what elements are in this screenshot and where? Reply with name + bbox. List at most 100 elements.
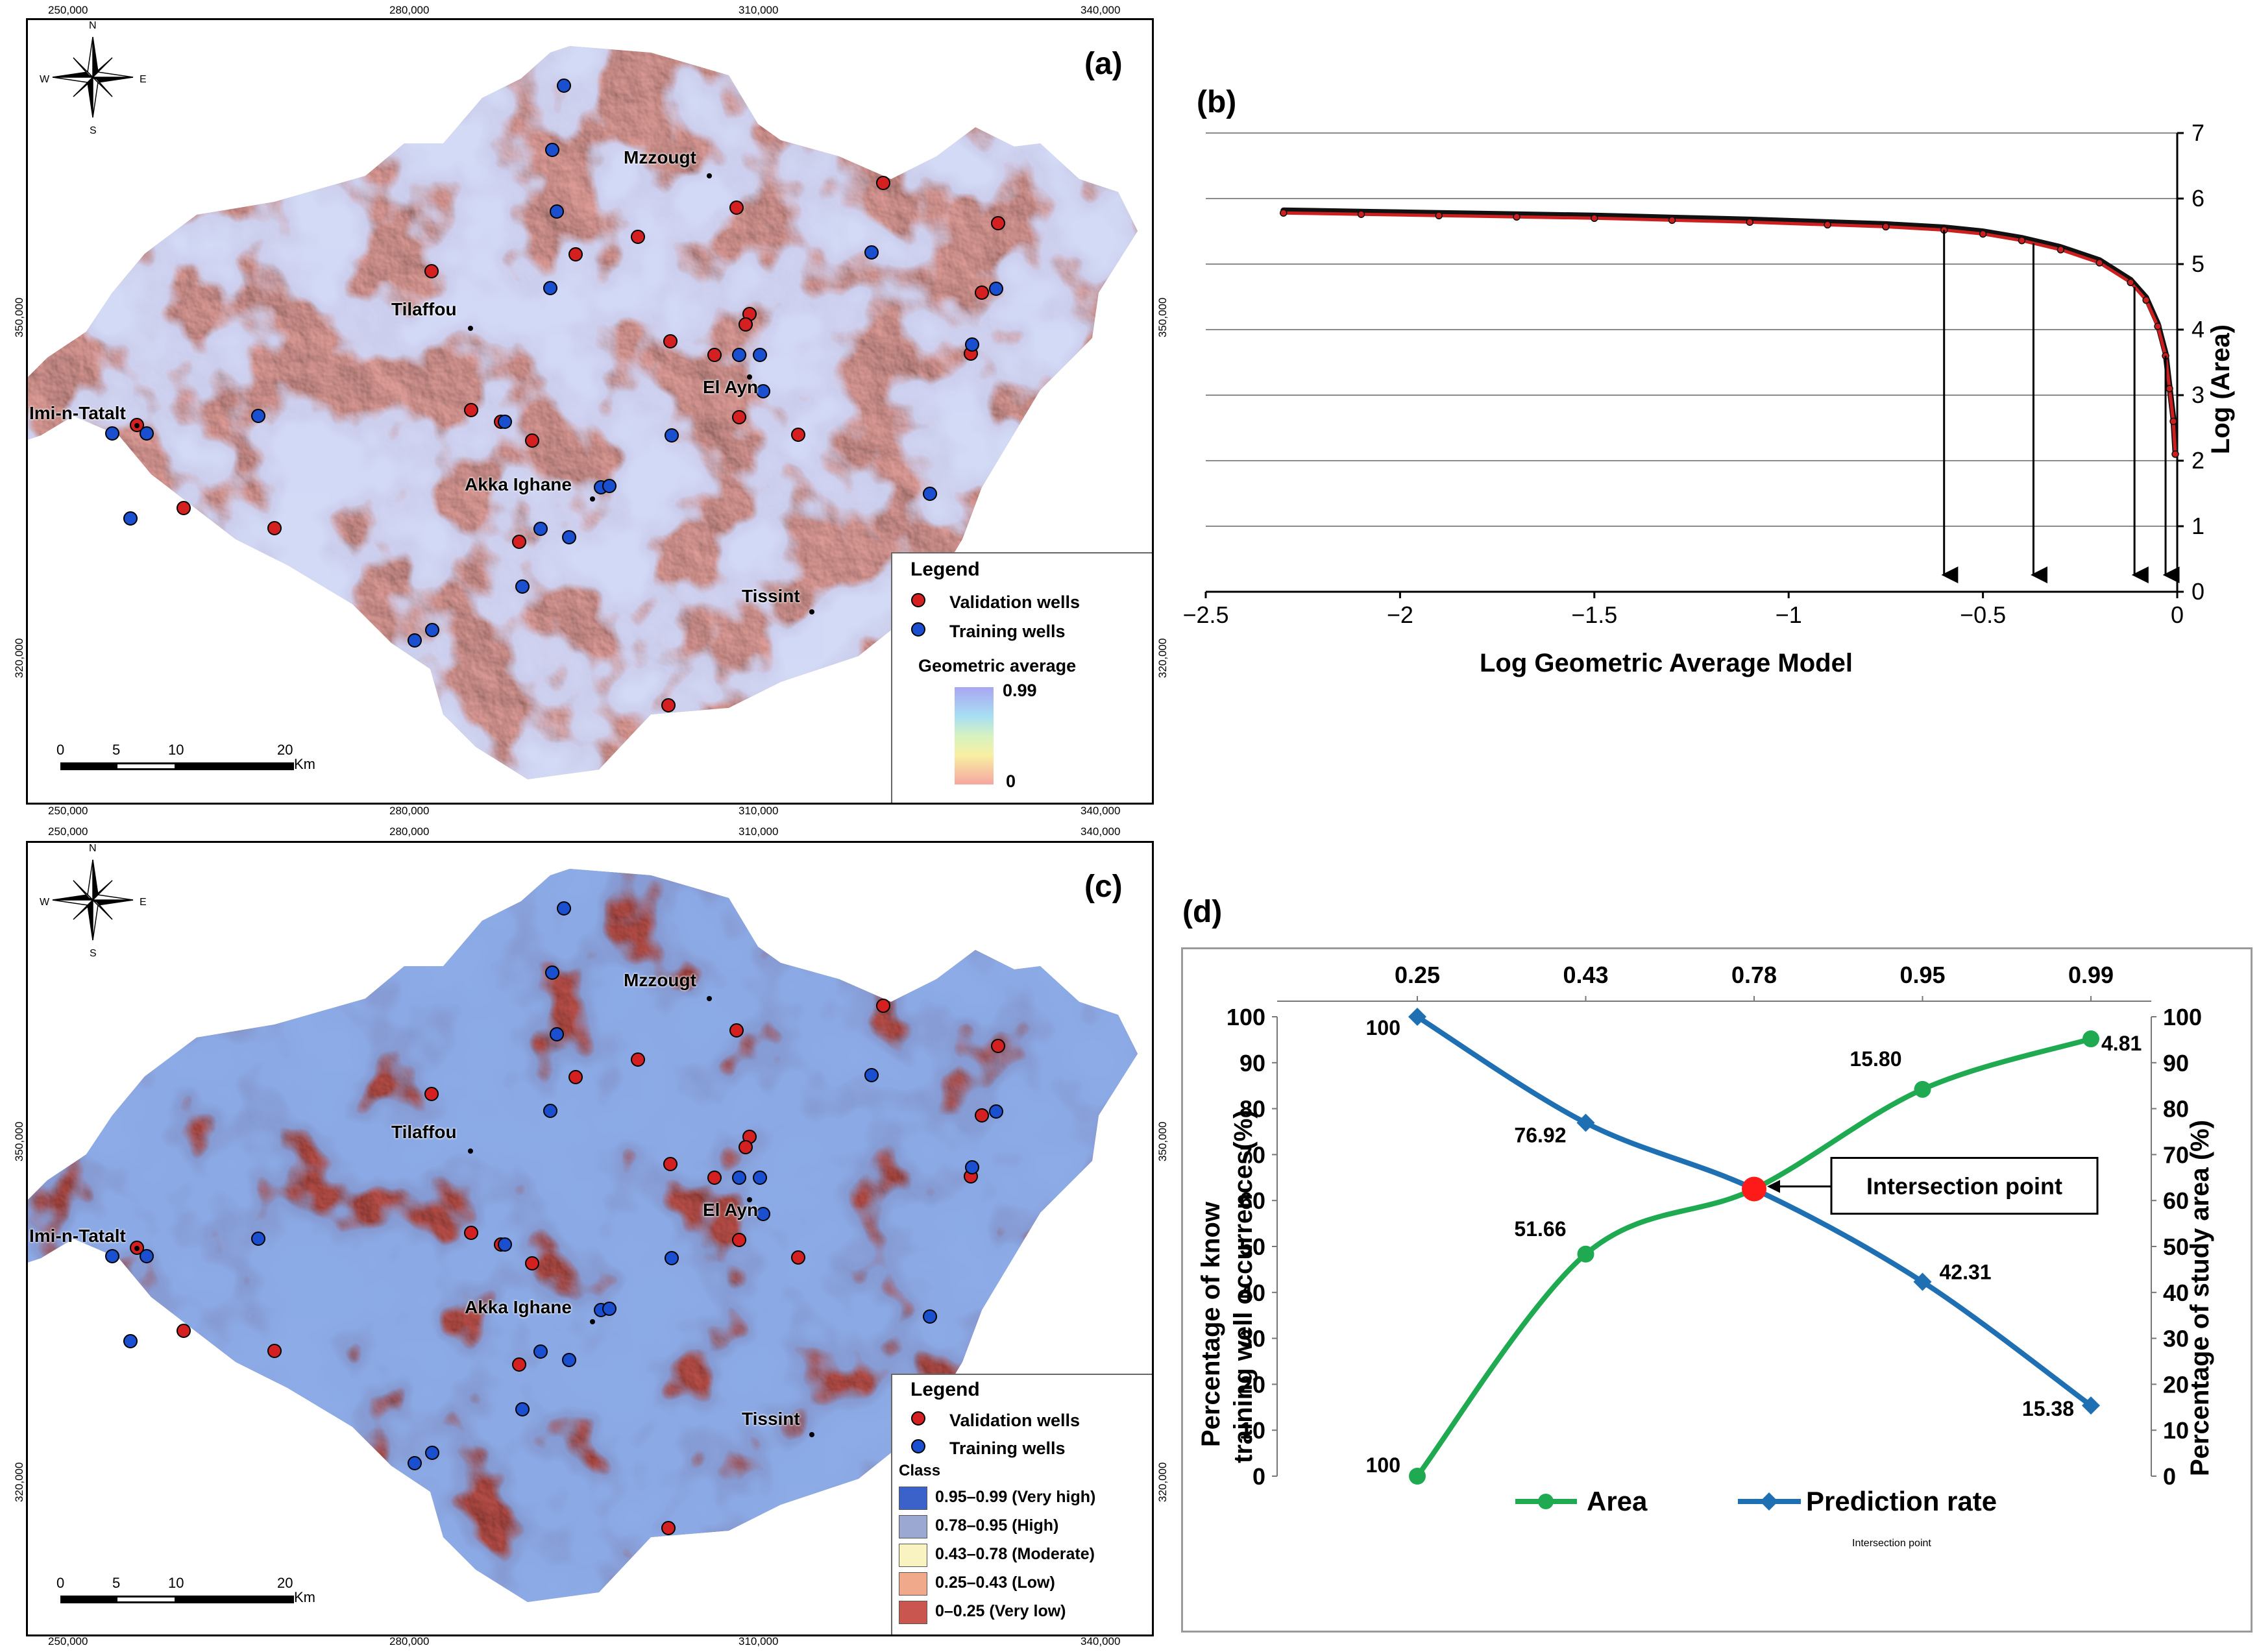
- y-tick-left: 350,000: [13, 298, 26, 337]
- scale-label: 10: [168, 742, 184, 759]
- validation-well: [730, 201, 743, 214]
- b-data-point: [2127, 279, 2134, 285]
- training-well: [252, 1232, 265, 1245]
- training-well: [563, 1354, 576, 1367]
- validation-well: [177, 502, 190, 515]
- d-left-tick-label: 100: [1227, 1004, 1265, 1030]
- place-el-ayn: El Ayn: [703, 377, 758, 398]
- class-label: 0.95–0.99 (Very high): [935, 1488, 1095, 1507]
- class-swatch: [899, 1515, 927, 1538]
- validation-well: [631, 230, 644, 243]
- d-legend-prediction-label: Prediction rate: [1806, 1486, 1997, 1516]
- compass-rose-icon: [47, 855, 138, 945]
- scale-label: 20: [277, 1575, 293, 1592]
- training-well: [544, 1104, 557, 1117]
- validation-well: [708, 1171, 721, 1184]
- training-well: [733, 348, 746, 361]
- legend-validation-label: Validation wells: [949, 1411, 1080, 1431]
- scale-label: 0: [56, 742, 64, 759]
- b-data-point: [1824, 221, 1831, 228]
- y-tick-right: 350,000: [1156, 298, 1169, 337]
- validation-well: [631, 1053, 644, 1066]
- d-right-tick-label: 100: [2163, 1004, 2202, 1030]
- validation-well: [513, 535, 526, 548]
- d-area-label: 4.81: [2101, 1032, 2142, 1055]
- training-well: [408, 1457, 421, 1470]
- panel-b: (b) −2.5 −2 −1.5 −1 −0.5 0 0 1 2 3 4 5 6 7 Log Geomet…: [1168, 0, 2259, 824]
- scale-label: 0: [56, 1575, 64, 1592]
- class-label: 0.78–0.95 (High): [935, 1516, 1058, 1535]
- place-mzzougt: Mzzougt: [624, 970, 696, 991]
- place-mzzougt: Mzzougt: [624, 147, 696, 168]
- class-label: 0.43–0.78 (Moderate): [935, 1545, 1095, 1564]
- model-scatter-chart: −2.5 −2 −1.5 −1 −0.5 001234567: [1168, 0, 2259, 824]
- validation-well: [526, 434, 539, 447]
- compass-n: N: [89, 843, 97, 855]
- training-well: [753, 348, 766, 361]
- validation-well: [268, 522, 281, 535]
- validation-well: [662, 1522, 675, 1535]
- training-well: [546, 143, 559, 156]
- training-well: [408, 634, 421, 647]
- place-tissint: Tissint: [742, 586, 800, 607]
- d-legend-area-label: Area: [1587, 1486, 1648, 1516]
- x-tick-top: 250,000: [48, 825, 88, 838]
- place-imi-n-tatalt: Imi-n-Tatalt: [29, 403, 126, 424]
- d-legend-area-marker: [1538, 1494, 1554, 1509]
- b-data-point: [1591, 215, 1598, 221]
- validation-well: [465, 1226, 478, 1239]
- training-well: [516, 580, 529, 593]
- validation-well: [992, 217, 1005, 230]
- d-right-label: Percentage of study area (%): [2186, 1120, 2215, 1476]
- b-data-point: [2166, 385, 2173, 392]
- validation-well: [662, 699, 675, 712]
- b-x-tick-label: −1.5: [1571, 601, 1617, 628]
- training-well: [966, 338, 979, 351]
- b-y-tick-label: 6: [2192, 185, 2204, 212]
- d-left-label-line2: training well occurrences(%): [1229, 1110, 1258, 1463]
- training-well: [516, 1403, 529, 1416]
- b-y-tick-label: 1: [2192, 513, 2204, 539]
- class-label: 0.25–0.43 (Low): [935, 1573, 1055, 1592]
- training-well: [966, 1161, 979, 1174]
- training-well: [544, 282, 557, 295]
- validation-well: [792, 428, 805, 441]
- training-well: [733, 1171, 746, 1184]
- training-well: [665, 1252, 678, 1265]
- validation-well: [268, 1344, 281, 1357]
- x-tick-bottom: 310,000: [739, 1635, 778, 1648]
- d-left-tick-label: 90: [1239, 1050, 1265, 1076]
- validation-well: [465, 404, 478, 417]
- compass-rose-icon: [47, 32, 138, 123]
- b-data-point: [2057, 247, 2064, 253]
- x-tick-top: 310,000: [739, 825, 778, 838]
- compass-w: W: [40, 74, 49, 86]
- d-area-point: [1914, 1081, 1931, 1098]
- b-ylabel: Log (Area): [2206, 324, 2236, 454]
- validation-well: [792, 1251, 805, 1264]
- d-area-point: [1409, 1468, 1426, 1485]
- b-data-point: [2172, 451, 2179, 457]
- compass-s: S: [90, 948, 97, 960]
- d-top-category: 0.99: [2068, 962, 2114, 988]
- x-tick-top: 250,000: [48, 4, 88, 17]
- b-x-tick-label: 0: [2171, 601, 2184, 628]
- training-well-symbol: [910, 1439, 926, 1454]
- training-well: [990, 282, 1003, 295]
- b-y-tick-label: 3: [2192, 382, 2204, 408]
- validation-well: [708, 348, 721, 361]
- scale-bar: [60, 1594, 300, 1605]
- validation-well: [177, 1324, 190, 1337]
- gradient-min: 0: [1006, 771, 1016, 792]
- map-frame: Mzzougt Tilaffou El Ayn Imi-n-Tatalt Akk…: [26, 18, 1154, 805]
- d-prediction-label: 15.38: [2022, 1397, 2074, 1420]
- panel-d: (d) 0 10 20 30 40 50 60 70 80 90 100 100 90 80 70 60 50 4…: [1168, 824, 2259, 1652]
- y-tick-right: 350,000: [1156, 1122, 1169, 1161]
- scale-label: 5: [112, 742, 120, 759]
- x-tick-bottom: 340,000: [1081, 805, 1120, 818]
- training-wells: [106, 902, 1003, 1470]
- training-well: [426, 624, 439, 637]
- d-right-tick-label: 90: [2163, 1050, 2189, 1076]
- d-top-category: 0.78: [1731, 962, 1777, 988]
